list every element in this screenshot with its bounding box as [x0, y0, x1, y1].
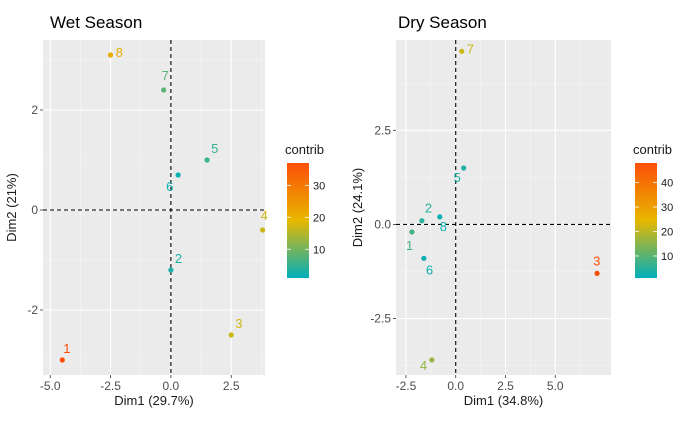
point-label-8: 8 [116, 45, 123, 60]
point-label-7: 7 [467, 41, 474, 56]
x-axis-label: Dim1 (29.7%) [114, 393, 193, 408]
point-label-4: 4 [261, 208, 268, 223]
point-5 [461, 165, 467, 171]
x-tick-label: 2.5 [497, 379, 514, 393]
point-label-6: 6 [426, 262, 433, 277]
point-8 [437, 214, 443, 220]
x-tick-label: 5.0 [547, 379, 564, 393]
x-tick-label: 2.5 [223, 379, 240, 393]
y-tick-label: -2 [27, 303, 38, 317]
legend-tick-label: 10 [313, 244, 325, 256]
x-tick-label: 0.0 [163, 379, 180, 393]
y-tick-label: 2 [31, 103, 38, 117]
legend-title: contrib [633, 142, 672, 157]
point-7 [161, 87, 167, 93]
point-1 [59, 357, 65, 363]
legend-tick-label: 40 [661, 178, 673, 190]
point-4 [259, 227, 266, 233]
y-axis-label: Dim2 (21%) [4, 173, 19, 242]
point-label-3: 3 [593, 253, 600, 268]
legend-tick-label: 20 [313, 212, 325, 224]
y-tick-label: 0 [31, 203, 38, 217]
point-2 [168, 267, 174, 273]
y-tick-label: 2.5 [374, 123, 391, 137]
point-2 [419, 218, 425, 224]
point-label-3: 3 [235, 316, 242, 331]
x-tick-label: -5.0 [40, 379, 61, 393]
point-label-2: 2 [175, 251, 182, 266]
plot-panel [43, 40, 265, 375]
x-tick-label: 0.0 [447, 379, 464, 393]
point-label-5: 5 [211, 141, 218, 156]
legend: contrib 10 20 30 40 [633, 142, 673, 278]
point-label-4: 4 [420, 358, 427, 373]
legend-tick-label: 30 [313, 180, 325, 192]
legend-tick-label: 30 [661, 202, 673, 214]
point-7 [459, 48, 465, 54]
panel-dry: Dry Season -2.5 0.0 2.5 5.0 -2.5 0.0 2.5 1 2 3 4 5 6 7… [350, 13, 673, 408]
chart-title: Dry Season [398, 13, 487, 32]
legend: contrib 10 20 30 [285, 142, 325, 278]
panel-wet: Wet Season -5.0 -2.5 0.0 2.5 -2 0 2 1 2 3 4 5 6 7 8 Dim1… [4, 13, 325, 408]
point-label-6: 6 [166, 179, 173, 194]
point-4 [429, 357, 435, 363]
y-tick-label: -2.5 [370, 312, 391, 326]
point-label-1: 1 [63, 341, 70, 356]
point-1 [409, 229, 415, 235]
x-tick-label: -2.5 [100, 379, 121, 393]
y-axis-label: Dim2 (24.1%) [350, 168, 365, 247]
point-label-1: 1 [406, 238, 413, 253]
point-label-2: 2 [425, 201, 432, 216]
x-axis-label: Dim1 (34.8%) [464, 393, 543, 408]
legend-title: contrib [285, 142, 324, 157]
legend-colorbar [635, 163, 657, 278]
x-tick-label: -2.5 [396, 379, 417, 393]
point-label-7: 7 [162, 68, 169, 83]
point-6 [175, 172, 181, 178]
point-6 [421, 255, 427, 261]
point-label-8: 8 [440, 219, 447, 234]
point-3 [594, 270, 600, 276]
y-tick-label: 0.0 [374, 217, 391, 231]
legend-tick-label: 20 [661, 227, 673, 239]
point-label-5: 5 [454, 170, 461, 185]
legend-colorbar [287, 163, 309, 278]
point-8 [107, 52, 114, 58]
plot-panel [396, 40, 611, 375]
point-3 [228, 332, 234, 338]
legend-tick-label: 10 [661, 251, 673, 263]
chart-title: Wet Season [50, 13, 142, 32]
point-5 [204, 157, 210, 163]
